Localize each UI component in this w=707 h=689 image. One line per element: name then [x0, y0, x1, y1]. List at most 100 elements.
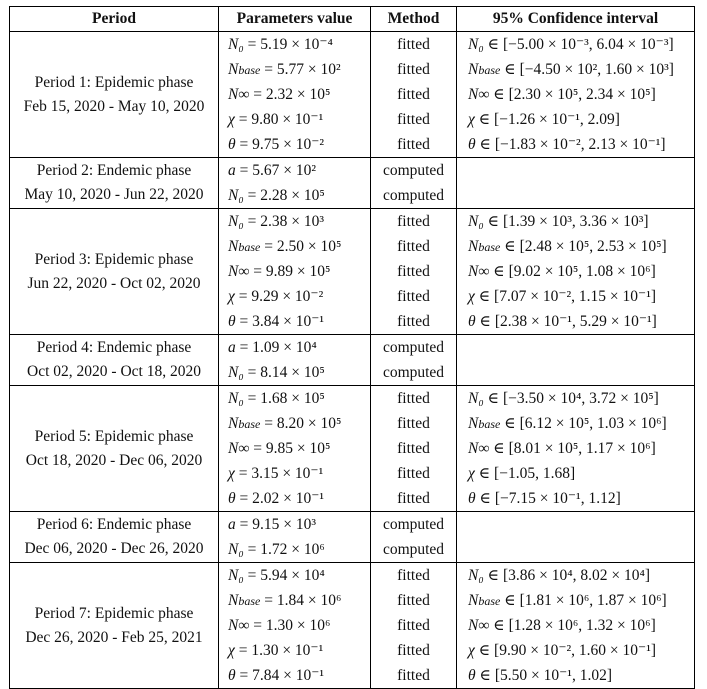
method-value: computed — [382, 516, 445, 533]
parameter-value: χ = 9.80 × 10⁻¹ — [228, 111, 324, 128]
variable-symbol: θ — [228, 136, 236, 153]
parameter-value: Nbase = 2.50 × 10⁵ — [228, 238, 342, 255]
variable-symbol: N∞ — [228, 617, 250, 634]
method-value: computed — [382, 162, 445, 179]
variable-symbol: N₀ — [228, 364, 244, 381]
method-value: fitted — [397, 642, 430, 659]
confidence-interval-value: N₀ ∈ [−3.50 × 10⁴, 3.72 × 10⁵] — [468, 390, 659, 407]
confidence-interval-value: χ ∈ [7.07 × 10⁻², 1.15 × 10⁻¹] — [468, 288, 657, 305]
variable-symbol: N∞ — [468, 86, 490, 103]
method-value: computed — [382, 541, 445, 558]
period-cell: Period 1: Epidemic phase Feb 15, 2020 - M… — [9, 31, 219, 158]
method-cell: computed computed — [370, 511, 457, 563]
table-row: Period 4: Endemic phase Oct 02, 2020 - Oc… — [9, 334, 695, 386]
variable-symbol: θ — [228, 490, 236, 507]
method-cell: computed computed — [370, 334, 457, 386]
method-value: computed — [382, 187, 445, 204]
variable-symbol: N₀ — [228, 187, 244, 204]
method-value: fitted — [397, 490, 430, 507]
variable-symbol: χ — [228, 465, 235, 482]
parameter-value: N∞ = 9.89 × 10⁵ — [228, 263, 331, 280]
confidence-interval-value: N₀ ∈ [3.86 × 10⁴, 8.02 × 10⁴] — [468, 567, 651, 584]
variable-symbol: N∞ — [228, 440, 250, 457]
period-dates: Oct 18, 2020 - Dec 06, 2020 — [25, 451, 203, 469]
period-title: Period 4: Endemic phase — [36, 339, 192, 356]
parameter-value: N₀ = 1.72 × 10⁶ — [228, 541, 325, 558]
parameter-table: Period Parameters value Method 95% Confi… — [9, 6, 695, 689]
method-value: fitted — [397, 213, 430, 230]
method-value: fitted — [397, 617, 430, 634]
confidence-interval-cell: N₀ ∈ [−5.00 × 10⁻³, 6.04 × 10⁻³] Nbase ∈ … — [456, 31, 695, 158]
parameter-value: N₀ = 5.19 × 10⁻⁴ — [228, 36, 333, 53]
confidence-interval-value: N∞ ∈ [1.28 × 10⁶, 1.32 × 10⁶] — [468, 617, 656, 634]
variable-symbol: N∞ — [468, 617, 490, 634]
period-cell: Period 7: Epidemic phase Dec 26, 2020 - F… — [9, 562, 219, 689]
variable-symbol: N₀ — [228, 390, 244, 407]
variable-symbol: χ — [468, 465, 475, 482]
period-cell: Period 3: Epidemic phase Jun 22, 2020 - O… — [9, 208, 219, 335]
confidence-interval-value: Nbase ∈ [2.48 × 10⁵, 2.53 × 10⁵] — [468, 238, 667, 255]
header-parameters: Parameters value — [218, 6, 371, 32]
period-title: Period 3: Epidemic phase — [34, 250, 194, 268]
variable-symbol: N₀ — [468, 390, 484, 407]
period-title: Period 2: Endemic phase — [36, 162, 192, 179]
parameter-value: θ = 3.84 × 10⁻¹ — [228, 313, 325, 330]
variable-symbol: χ — [228, 288, 235, 305]
parameter-value: χ = 3.15 × 10⁻¹ — [228, 465, 324, 482]
confidence-interval-cell: N₀ ∈ [−3.50 × 10⁴, 3.72 × 10⁵] Nbase ∈ [6… — [456, 385, 695, 512]
period-dates: Oct 02, 2020 - Oct 18, 2020 — [27, 363, 201, 380]
header-period: Period — [9, 6, 219, 32]
variable-symbol: Nbase — [228, 592, 261, 609]
header-confidence-interval: 95% Confidence interval — [456, 6, 695, 32]
parameter-value: a = 9.15 × 10³ — [228, 516, 317, 533]
parameter-value: N∞ = 9.85 × 10⁵ — [228, 440, 331, 457]
parameter-value: θ = 2.02 × 10⁻¹ — [228, 490, 325, 507]
variable-symbol: θ — [468, 667, 476, 684]
confidence-interval-value: N∞ ∈ [8.01 × 10⁵, 1.17 × 10⁶] — [468, 440, 656, 457]
method-value: computed — [382, 364, 445, 381]
method-value: fitted — [397, 440, 430, 457]
confidence-interval-value: N∞ ∈ [2.30 × 10⁵, 2.34 × 10⁵] — [468, 86, 656, 103]
variable-symbol: θ — [468, 136, 476, 153]
period-title: Period 6: Endemic phase — [36, 516, 192, 533]
confidence-interval-cell — [456, 334, 695, 386]
confidence-interval-value: χ ∈ [−1.26 × 10⁻¹, 2.09] — [468, 111, 620, 128]
variable-symbol: N₀ — [468, 36, 484, 53]
variable-symbol: χ — [228, 642, 235, 659]
method-value: fitted — [397, 313, 430, 330]
variable-symbol: θ — [228, 313, 236, 330]
method-value: fitted — [397, 36, 430, 53]
table-row: Period 5: Epidemic phase Oct 18, 2020 - D… — [9, 385, 695, 512]
method-value: computed — [382, 339, 445, 356]
parameter-cell: a = 1.09 × 10⁴ N₀ = 8.14 × 10⁵ — [218, 334, 371, 386]
variable-symbol: Nbase — [228, 61, 261, 78]
confidence-interval-value: Nbase ∈ [−4.50 × 10², 1.60 × 10³] — [468, 61, 674, 78]
method-value: fitted — [397, 288, 430, 305]
method-value: fitted — [397, 667, 430, 684]
confidence-interval-value: N₀ ∈ [1.39 × 10³, 3.36 × 10³] — [468, 213, 649, 230]
variable-symbol: χ — [228, 111, 235, 128]
table-body: Period 1: Epidemic phase Feb 15, 2020 - M… — [9, 31, 695, 689]
variable-symbol: N₀ — [228, 213, 244, 230]
period-dates: Dec 06, 2020 - Dec 26, 2020 — [24, 540, 204, 557]
method-value: fitted — [397, 263, 430, 280]
variable-symbol: a — [228, 516, 236, 533]
parameter-value: χ = 9.29 × 10⁻² — [228, 288, 324, 305]
variable-symbol: N₀ — [468, 567, 484, 584]
variable-symbol: Nbase — [468, 592, 501, 609]
method-value: fitted — [397, 61, 430, 78]
variable-symbol: a — [228, 339, 236, 356]
variable-symbol: θ — [468, 490, 476, 507]
parameter-value: θ = 9.75 × 10⁻² — [228, 136, 325, 153]
period-title: Period 7: Epidemic phase — [34, 604, 194, 622]
confidence-interval-value: θ ∈ [−7.15 × 10⁻¹, 1.12] — [468, 490, 621, 507]
variable-symbol: Nbase — [468, 238, 501, 255]
variable-symbol: θ — [228, 667, 236, 684]
period-cell: Period 5: Epidemic phase Oct 18, 2020 - D… — [9, 385, 219, 512]
confidence-interval-value: θ ∈ [2.38 × 10⁻¹, 5.29 × 10⁻¹] — [468, 313, 657, 330]
confidence-interval-value: χ ∈ [9.90 × 10⁻², 1.60 × 10⁻¹] — [468, 642, 657, 659]
parameter-value: θ = 7.84 × 10⁻¹ — [228, 667, 325, 684]
parameter-value: N₀ = 1.68 × 10⁵ — [228, 390, 325, 407]
table-row: Period 2: Endemic phase May 10, 2020 - Ju… — [9, 157, 695, 209]
confidence-interval-value: Nbase ∈ [6.12 × 10⁵, 1.03 × 10⁶] — [468, 415, 667, 432]
